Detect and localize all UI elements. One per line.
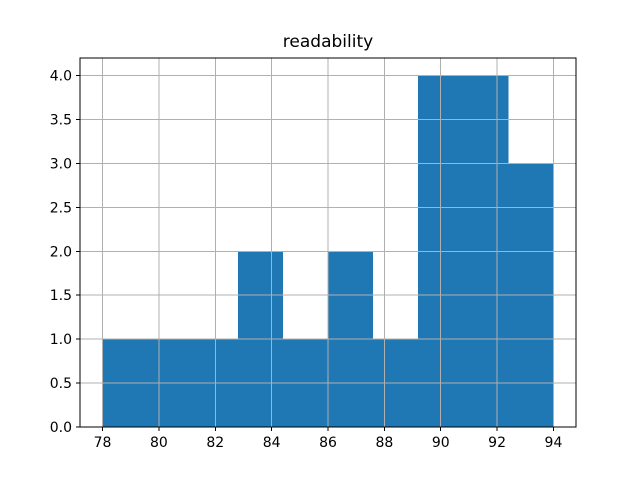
x-tick-label: 84 xyxy=(263,435,281,451)
x-tick-label: 80 xyxy=(150,435,168,451)
y-tick-label: 3.5 xyxy=(50,113,72,129)
y-tick-label: 3.0 xyxy=(50,156,72,172)
chart-layer: 78 80 82 84 86 88 90 92 94 0.0 0.5 1.0 1.5 2.0 2.5 3.0 3… xyxy=(50,57,577,451)
x-tick-label: 82 xyxy=(206,435,224,451)
x-tick-label: 90 xyxy=(432,435,450,451)
y-tick-label: 1.0 xyxy=(50,332,72,348)
x-tick-label: 92 xyxy=(488,435,506,451)
y-tick-label: 4.0 xyxy=(50,69,72,85)
y-tick-label: 2.5 xyxy=(50,200,72,216)
x-tick-label: 78 xyxy=(94,435,112,451)
y-tick-label: 0.0 xyxy=(50,420,72,436)
chart-title: readability xyxy=(283,32,373,52)
y-tick-label: 1.5 xyxy=(50,288,72,304)
x-tick-label: 86 xyxy=(319,435,337,451)
y-tick-label: 0.5 xyxy=(50,376,72,392)
x-tick-label: 88 xyxy=(375,435,393,451)
y-tick-label: 2.0 xyxy=(50,244,72,260)
x-tick-label: 94 xyxy=(545,435,563,451)
